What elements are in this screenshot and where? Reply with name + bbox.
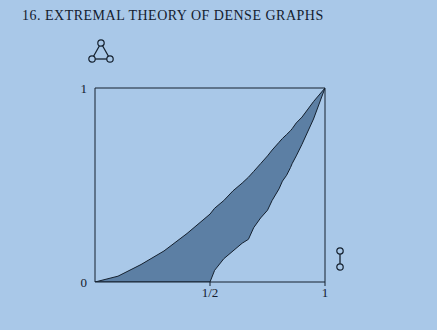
- svg-text:0: 0: [81, 275, 88, 290]
- html-text:16. EXTREMAL THEORY OF DENSE G: 16. EXTREMAL THEORY OF DENSE GRAPHS: [22, 8, 324, 23]
- svg-text:1/2: 1/2: [202, 285, 219, 300]
- svg-text:1: 1: [81, 81, 88, 96]
- svg-text:1: 1: [322, 285, 329, 300]
